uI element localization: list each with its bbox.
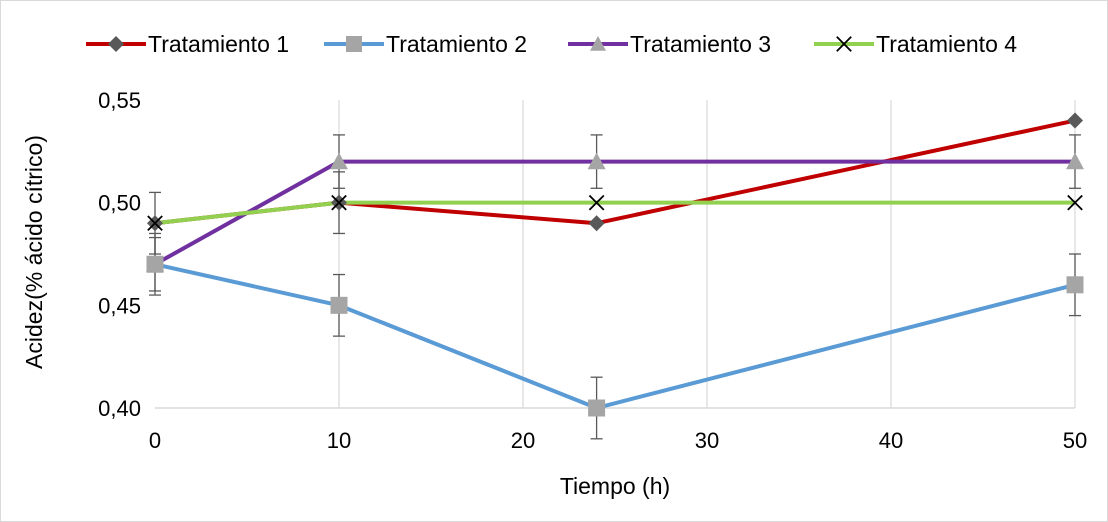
series-line-3 — [154, 159, 1075, 267]
y-tick-label: 0,40 — [98, 396, 141, 421]
data-point-series-4 — [331, 194, 347, 211]
data-point-series-3 — [1066, 152, 1084, 170]
data-point-series-3 — [146, 255, 164, 272]
y-axis-ticks: 0,40 0,45 0,50 0,55 — [98, 88, 141, 421]
markers — [146, 112, 1084, 417]
data-point-series-4 — [588, 194, 605, 211]
data-point-series-3 — [587, 152, 606, 170]
y-tick-label: 0,55 — [98, 88, 141, 113]
x-tick-label: 20 — [511, 428, 535, 453]
x-tick-label: 0 — [149, 428, 161, 453]
data-point-series-2 — [330, 296, 348, 314]
data-point-series-4-stroke — [588, 194, 605, 211]
y-axis-title: Acidez(% ácido cítrico) — [21, 135, 47, 369]
series-line-4 — [154, 200, 1075, 226]
legend-label-2: Tratamiento 2 — [386, 31, 527, 57]
data-point-series-2 — [1066, 276, 1084, 294]
legend-marker-2 — [346, 36, 362, 52]
x-axis-ticks: 0 10 20 30 40 50 — [149, 428, 1087, 453]
x-tick-label: 50 — [1063, 428, 1087, 453]
legend: Tratamiento 1 Tratamiento 2 Tratamiento 3 T… — [86, 31, 1017, 57]
data-point-series-4 — [147, 215, 163, 232]
legend-marker-4-stroke — [836, 36, 852, 52]
y-tick-label: 0,50 — [98, 191, 141, 216]
x-axis-title: Tiempo (h) — [560, 473, 670, 499]
x-tick-label: 30 — [695, 428, 719, 453]
data-point-series-4-stroke — [1067, 194, 1083, 211]
x-tick-label: 10 — [327, 428, 351, 453]
legend-label-1: Tratamiento 1 — [148, 31, 289, 57]
series-layer — [154, 118, 1076, 410]
legend-marker-1 — [108, 36, 124, 52]
data-point-series-3 — [330, 152, 348, 170]
data-point-series-2 — [588, 399, 606, 417]
series-line-2 — [154, 262, 1076, 410]
data-point-series-4-stroke — [147, 215, 163, 232]
x-tick-label: 40 — [879, 428, 903, 453]
legend-marker-3 — [590, 36, 606, 51]
legend-label-3: Tratamiento 3 — [630, 31, 771, 57]
error-bars — [149, 134, 1081, 440]
data-point-series-1 — [588, 215, 605, 232]
legend-label-4: Tratamiento 4 — [876, 31, 1017, 57]
legend-marker-4 — [836, 36, 852, 52]
y-tick-label: 0,45 — [98, 293, 141, 318]
data-point-series-1 — [1067, 112, 1083, 129]
data-point-series-4-stroke — [331, 194, 347, 211]
data-point-series-4 — [1067, 194, 1083, 211]
